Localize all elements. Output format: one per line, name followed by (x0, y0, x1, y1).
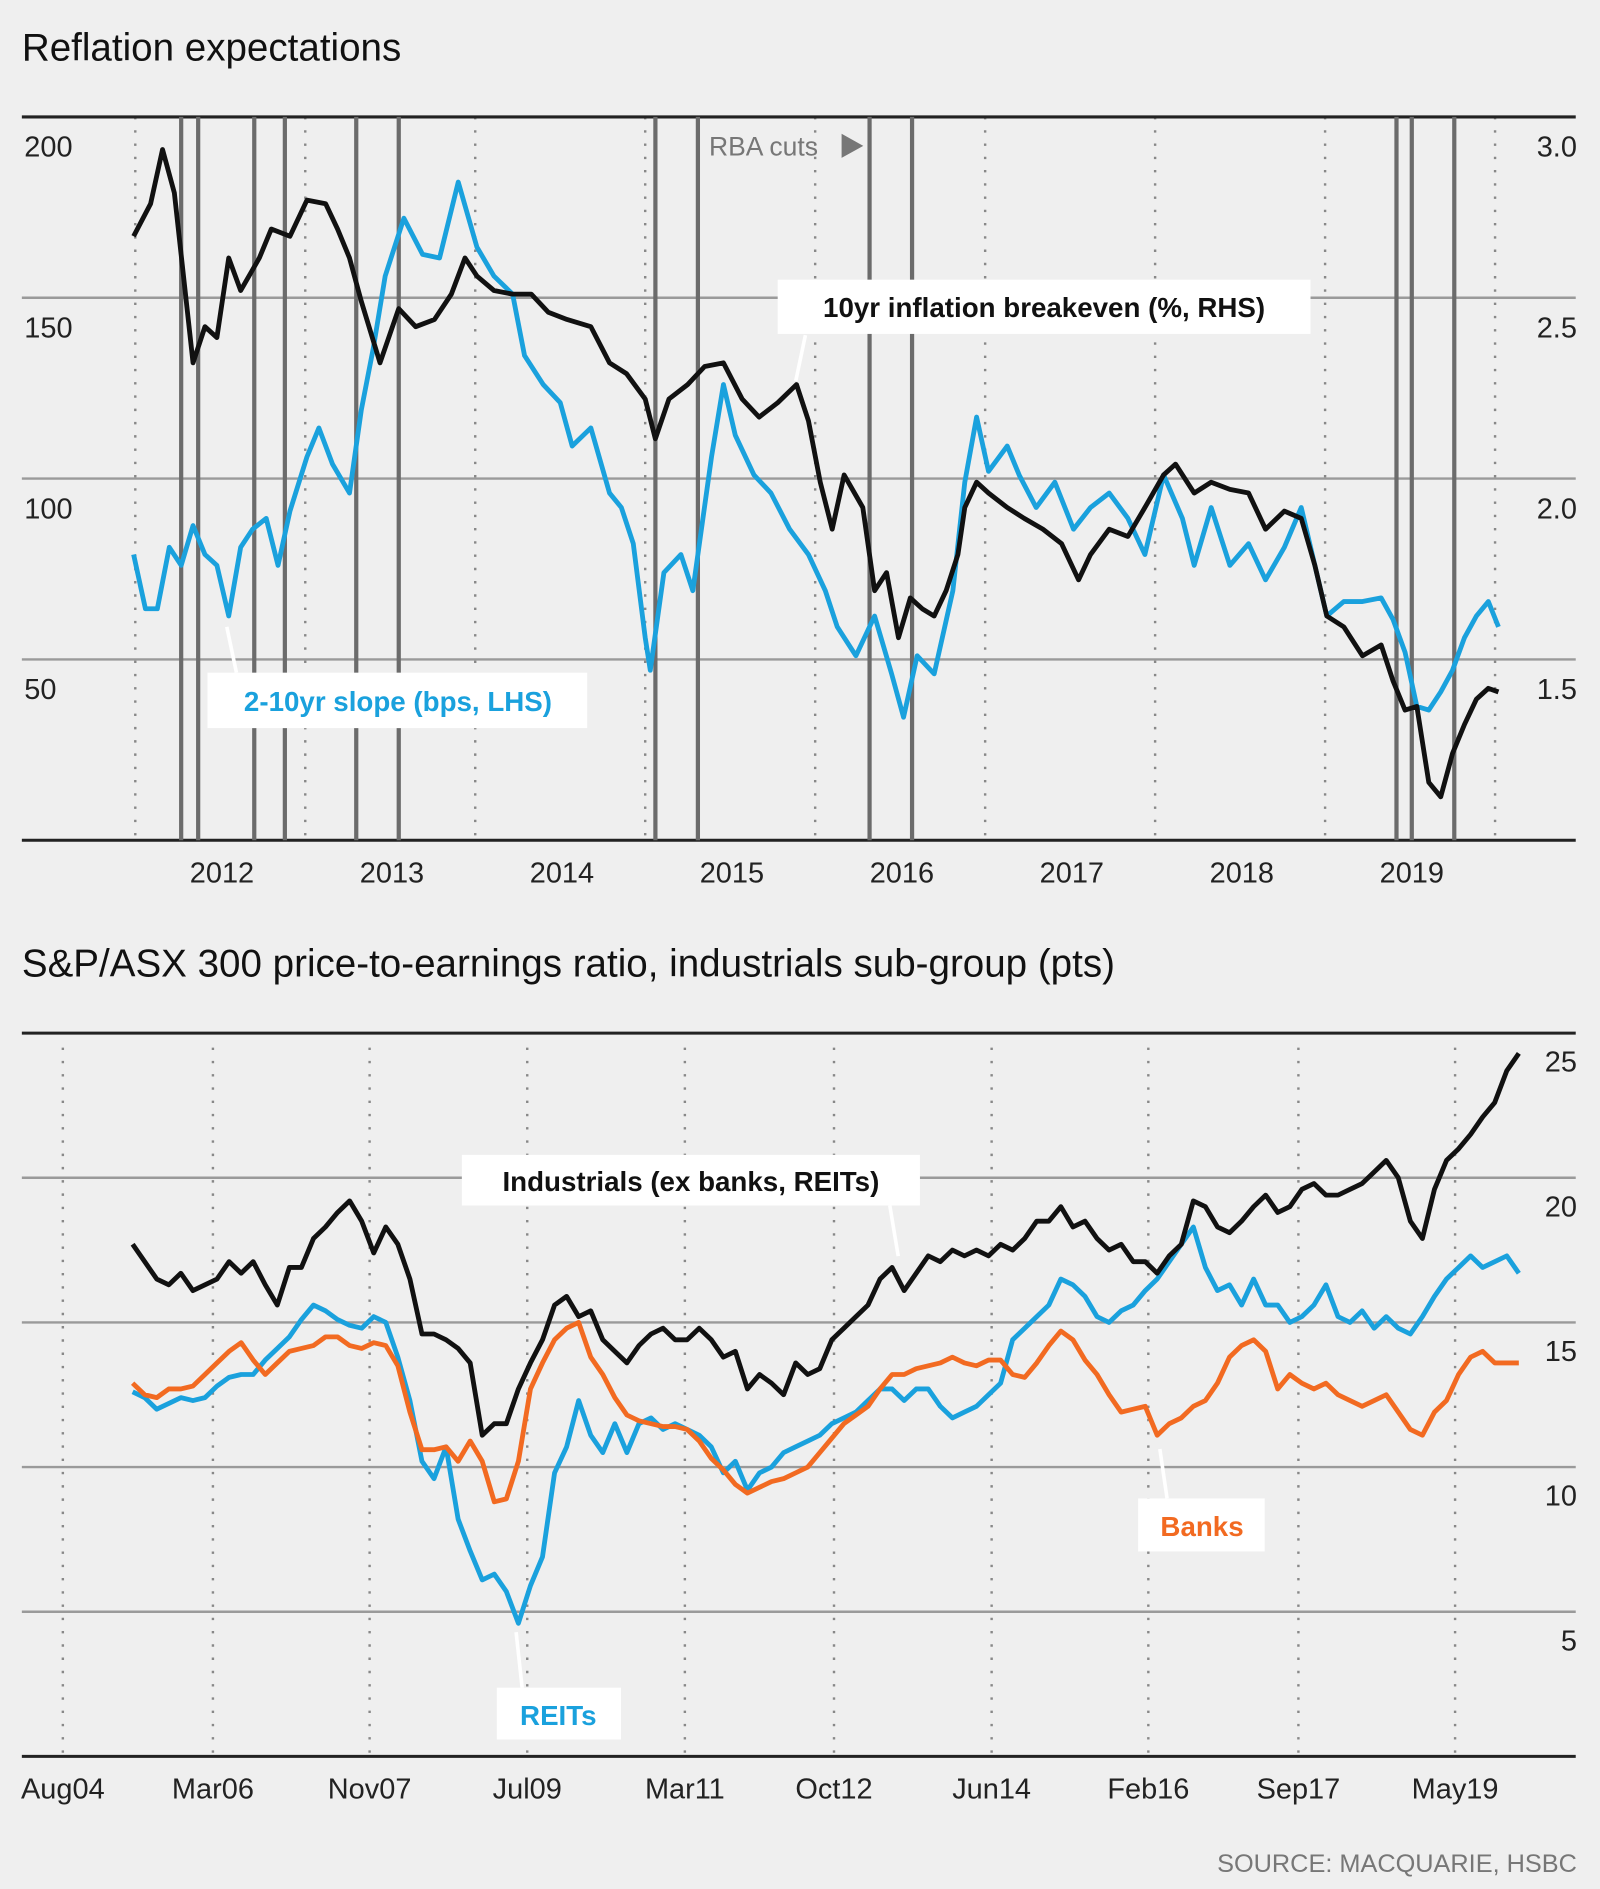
industrials-label-box (461, 1154, 920, 1206)
rba-cuts-text: RBA cuts (709, 132, 818, 162)
bottom-chart-title: S&P/ASX 300 price-to-earnings ratio, ind… (22, 942, 1115, 985)
banks-label-box (1138, 1498, 1265, 1552)
breakeven-leader (794, 334, 808, 382)
industrials-series-line (130, 1051, 1521, 1438)
slope-label-box (207, 672, 588, 729)
breakeven-annotation: 10yr inflation breakeven (%, RHS) (777, 279, 1311, 382)
x-tick-label: 2016 (870, 857, 934, 889)
top-chart-grid (21, 115, 1576, 842)
breakeven-label-box (777, 279, 1311, 334)
banks-leader (1158, 1448, 1169, 1499)
y-right-tick-label: 3.0 (1537, 132, 1577, 164)
slope-leader (225, 626, 239, 674)
industrials-leader (888, 1205, 901, 1257)
banks-label: Banks (1160, 1511, 1243, 1542)
y-left-tick-label: 100 (24, 493, 72, 525)
x-tick-label: Jun14 (952, 1774, 1031, 1806)
y-right-tick-label: 20 (1545, 1191, 1577, 1223)
y-right-tick-label: 15 (1545, 1336, 1577, 1368)
x-tick-label: 2012 (190, 857, 254, 889)
top-chart-ticks: 2012 2013 2014 2015 2016 2017 2018 2019 200 150 10… (24, 132, 1577, 890)
industrials-label: Industrials (ex banks, REITs) (502, 1166, 879, 1197)
x-tick-label: 2015 (700, 857, 764, 889)
x-tick-label: Mar11 (645, 1774, 725, 1806)
reits-leader (514, 1632, 524, 1688)
slope-series-line (131, 179, 1501, 720)
y-left-tick-label: 50 (24, 674, 56, 706)
banks-series-line (130, 1320, 1519, 1505)
reits-series-line (131, 1224, 1521, 1626)
y-right-tick-label: 5 (1561, 1625, 1577, 1657)
x-tick-label: 2019 (1380, 857, 1444, 889)
y-right-tick-label: 25 (1545, 1047, 1577, 1079)
reits-label-box (496, 1687, 621, 1740)
x-tick-label: 2018 (1210, 857, 1274, 889)
right-triangle-icon (841, 133, 864, 158)
x-tick-label: 2014 (530, 857, 594, 889)
x-tick-label: Aug04 (21, 1774, 105, 1806)
y-right-tick-label: 2.0 (1537, 493, 1577, 525)
bottom-chart-grid (21, 1031, 1576, 1758)
bottom-chart-series (130, 1051, 1521, 1626)
bottom-chart-ticks: Aug04 Mar06 Nov07 Jul09 Mar11 Oct12 Jun14 Feb16… (21, 1047, 1577, 1806)
breakeven-label: 10yr inflation breakeven (%, RHS) (823, 292, 1265, 323)
reits-label: REITs (520, 1700, 597, 1731)
rba-cuts-label: RBA cuts (709, 132, 864, 162)
top-chart-series (131, 147, 1501, 800)
y-right-tick-label: 1.5 (1537, 674, 1577, 706)
y-left-tick-label: 200 (24, 132, 72, 164)
x-tick-label: Jul09 (493, 1774, 562, 1806)
x-tick-label: Sep17 (1257, 1774, 1341, 1806)
y-right-tick-label: 10 (1545, 1481, 1577, 1513)
reits-annotation: REITs (496, 1632, 621, 1740)
slope-label: 2-10yr slope (bps, LHS) (244, 686, 552, 717)
top-chart-title: Reflation expectations (22, 26, 401, 69)
x-tick-label: Oct12 (795, 1774, 872, 1806)
x-tick-label: 2017 (1040, 857, 1104, 889)
banks-annotation: Banks (1138, 1448, 1265, 1552)
y-right-tick-label: 2.5 (1537, 313, 1577, 345)
industrials-annotation: Industrials (ex banks, REITs) (461, 1154, 920, 1257)
y-left-tick-label: 150 (24, 313, 72, 345)
breakeven-series-line (131, 147, 1500, 800)
slope-annotation: 2-10yr slope (bps, LHS) (207, 626, 588, 729)
x-tick-label: 2013 (360, 857, 424, 889)
source-note: SOURCE: MACQUARIE, HSBC (1217, 1850, 1577, 1878)
x-tick-label: May19 (1412, 1774, 1499, 1806)
x-tick-label: Nov07 (328, 1774, 412, 1806)
x-tick-label: Mar06 (172, 1774, 254, 1806)
x-tick-label: Feb16 (1107, 1774, 1189, 1806)
